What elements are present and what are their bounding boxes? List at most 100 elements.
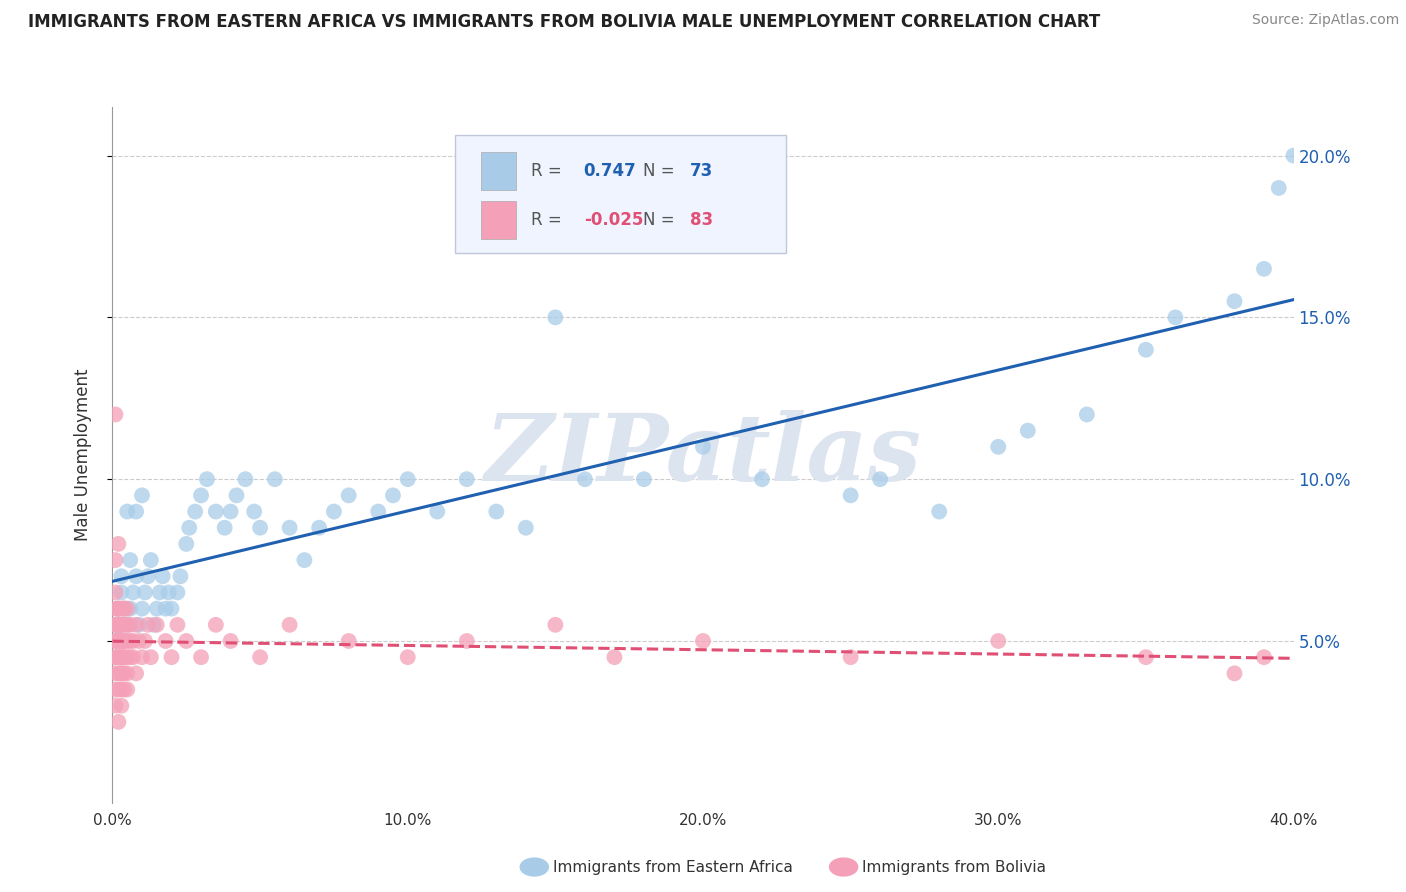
Point [243, 504, 266, 518]
Point [134, 585, 156, 599]
Point [104, 617, 127, 632]
Point [110, 634, 132, 648]
Point [120, 601, 142, 615]
Point [136, 617, 159, 632]
Text: Immigrants from Eastern Africa: Immigrants from Eastern Africa [553, 860, 793, 874]
Point [117, 666, 138, 681]
Point [278, 617, 301, 632]
Point [112, 601, 135, 615]
Text: ZIPatlas: ZIPatlas [485, 410, 921, 500]
Point [233, 472, 256, 486]
Point [337, 488, 360, 502]
Text: R =: R = [530, 162, 567, 180]
Point [155, 601, 177, 615]
Point [112, 601, 135, 615]
Point [131, 601, 153, 615]
Text: 73: 73 [690, 162, 713, 180]
Point [928, 504, 950, 518]
Point [112, 634, 135, 648]
Point [751, 472, 773, 486]
Point [146, 601, 169, 615]
Text: N =: N = [643, 211, 679, 229]
Point [125, 504, 148, 518]
Point [1223, 666, 1246, 681]
Point [1135, 343, 1157, 357]
Point [117, 634, 138, 648]
Point [166, 585, 188, 599]
Point [104, 617, 127, 632]
Point [152, 569, 174, 583]
Point [142, 617, 165, 632]
Point [174, 634, 197, 648]
Point [869, 472, 891, 486]
Point [107, 617, 129, 632]
Point [839, 488, 862, 502]
Point [426, 504, 449, 518]
Point [136, 569, 159, 583]
Point [110, 682, 132, 697]
Point [125, 617, 148, 632]
Point [112, 634, 135, 648]
Point [104, 617, 127, 632]
Point [692, 634, 714, 648]
Point [120, 553, 142, 567]
Point [110, 585, 132, 599]
Point [128, 634, 150, 648]
Point [174, 537, 197, 551]
Point [264, 472, 287, 486]
Point [110, 617, 132, 632]
Point [107, 617, 129, 632]
Point [110, 698, 132, 713]
Point [544, 617, 567, 632]
FancyBboxPatch shape [481, 201, 516, 239]
Point [110, 617, 132, 632]
Point [117, 504, 138, 518]
Point [184, 504, 207, 518]
Point [107, 714, 129, 729]
Point [110, 650, 132, 665]
Point [633, 472, 655, 486]
Point [323, 504, 346, 518]
Point [107, 601, 129, 615]
Point [117, 617, 138, 632]
Point [107, 617, 129, 632]
Point [367, 504, 389, 518]
Point [160, 650, 183, 665]
Point [104, 601, 127, 615]
Point [308, 521, 330, 535]
Point [104, 585, 127, 599]
Point [139, 650, 162, 665]
Point [155, 634, 177, 648]
Point [1076, 408, 1098, 422]
Point [205, 617, 228, 632]
Point [117, 650, 138, 665]
Point [112, 682, 135, 697]
FancyBboxPatch shape [456, 135, 786, 253]
Text: R =: R = [530, 211, 567, 229]
Text: IMMIGRANTS FROM EASTERN AFRICA VS IMMIGRANTS FROM BOLIVIA MALE UNEMPLOYMENT CORR: IMMIGRANTS FROM EASTERN AFRICA VS IMMIGR… [28, 13, 1101, 31]
Point [107, 601, 129, 615]
Point [110, 666, 132, 681]
Point [456, 472, 478, 486]
Point [117, 682, 138, 697]
Point [125, 666, 148, 681]
Point [110, 666, 132, 681]
Point [120, 634, 142, 648]
Point [574, 472, 596, 486]
Point [104, 698, 127, 713]
Point [131, 488, 153, 502]
Point [122, 634, 145, 648]
Y-axis label: Male Unemployment: Male Unemployment [73, 368, 91, 541]
Point [107, 634, 129, 648]
Point [692, 440, 714, 454]
Point [292, 553, 315, 567]
Point [112, 666, 135, 681]
Point [117, 601, 138, 615]
Text: -0.025: -0.025 [583, 211, 643, 229]
Point [987, 440, 1010, 454]
Point [1268, 181, 1291, 195]
Point [1017, 424, 1039, 438]
Point [544, 310, 567, 325]
Point [839, 650, 862, 665]
Point [190, 488, 212, 502]
